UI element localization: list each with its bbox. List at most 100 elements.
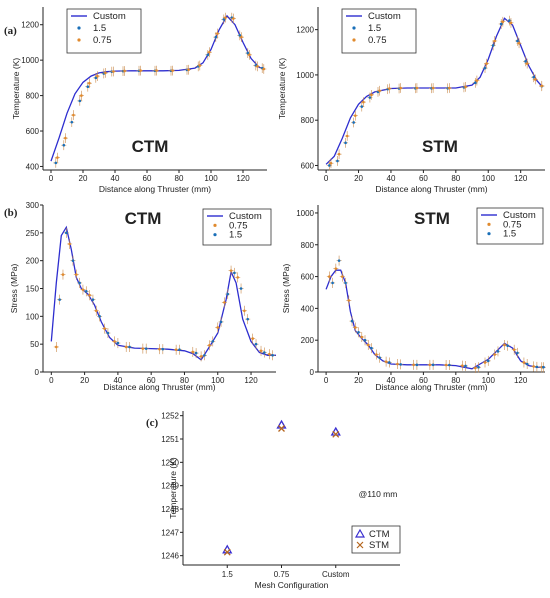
y-tick-label: 200 xyxy=(301,336,315,345)
data-point-mesh-0-75 xyxy=(240,35,243,39)
data-point-mesh-0-75 xyxy=(345,134,349,138)
legend-label: 0.75 xyxy=(368,35,387,46)
y-tick-label: 1248 xyxy=(161,505,179,514)
data-point-mesh-1-5 xyxy=(370,346,373,350)
data-point-mesh-0-75 xyxy=(448,86,451,90)
x-tick-label: 0 xyxy=(324,376,329,385)
data-point-mesh-1-5 xyxy=(246,51,250,55)
y-tick-label: 400 xyxy=(301,304,315,313)
data-point-mesh-1-5 xyxy=(71,259,75,262)
data-point-mesh-1-5 xyxy=(214,35,218,39)
data-point-mesh-0-75 xyxy=(485,62,488,65)
data-point-mesh-0-75 xyxy=(503,343,506,347)
data-point-mesh-0-75 xyxy=(525,62,529,65)
y-axis-label: Temperature (K) xyxy=(168,457,178,519)
y-tick-label: 1251 xyxy=(161,435,179,444)
x-tick-label: 100 xyxy=(482,174,496,183)
x-tick-label: 60 xyxy=(419,174,428,183)
y-axis-label: Temperature (K) xyxy=(11,58,21,120)
y-tick-label: 150 xyxy=(26,285,40,294)
data-point-mesh-0-75 xyxy=(475,79,479,82)
y-tick-label: 1000 xyxy=(21,56,39,65)
legend-swatch-mesh-1-5 xyxy=(213,233,217,237)
data-point-mesh-0-75 xyxy=(353,114,357,117)
chart-annotation: STM xyxy=(422,137,458,156)
data-point-mesh-1-5 xyxy=(415,363,419,367)
data-point-mesh-0-75 xyxy=(464,85,467,89)
data-point-mesh-0-75 xyxy=(68,242,71,246)
chart-annotation: @110 mm xyxy=(359,489,398,499)
x-tick-label: 20 xyxy=(80,376,89,385)
data-point-mesh-1-5 xyxy=(70,120,74,124)
data-point-mesh-1-5 xyxy=(464,364,467,368)
y-tick-label: 1200 xyxy=(21,21,39,30)
data-point-mesh-0-75 xyxy=(337,152,341,156)
data-point-mesh-1-5 xyxy=(161,347,165,351)
x-axis-label: Distance along Thruster (mm) xyxy=(99,184,211,194)
x-tick-label: 20 xyxy=(79,174,88,183)
data-point-mesh-0-75 xyxy=(461,364,464,367)
data-point-mesh-0-75 xyxy=(259,349,263,353)
data-point-mesh-0-75 xyxy=(483,361,487,364)
data-point-mesh-1-5 xyxy=(94,76,98,80)
data-point-mesh-0-75 xyxy=(104,71,107,75)
data-point-mesh-1-5 xyxy=(86,85,90,89)
data-point-mesh-1-5 xyxy=(491,44,495,47)
data-point-mesh-1-5 xyxy=(535,365,539,369)
y-tick-label: 300 xyxy=(26,201,40,210)
data-point-mesh-0-75 xyxy=(187,68,190,72)
y-tick-label: 1250 xyxy=(161,458,179,467)
data-point-mesh-0-75 xyxy=(94,309,98,313)
y-axis-label: Stress (MPa) xyxy=(281,264,291,314)
x-tick-label: 100 xyxy=(482,376,496,385)
legend-swatch-mesh-1-5 xyxy=(487,232,491,236)
data-point-mesh-1-5 xyxy=(477,365,480,369)
data-point-mesh-1-5 xyxy=(78,281,81,285)
data-point-mesh-0-75 xyxy=(375,353,378,356)
data-point-mesh-0-75 xyxy=(223,301,226,304)
data-point-mesh-1-5 xyxy=(178,348,181,352)
data-point-mesh-0-75 xyxy=(262,67,266,71)
data-point-mesh-0-75 xyxy=(236,276,240,279)
data-point-mesh-1-5 xyxy=(368,96,372,99)
x-tick-label: 60 xyxy=(419,376,428,385)
x-tick-label: 60 xyxy=(147,376,156,385)
data-point-mesh-1-5 xyxy=(483,66,487,70)
data-point-mesh-0-75 xyxy=(216,326,220,329)
y-tick-label: 1247 xyxy=(161,528,179,537)
legend-label: 1.5 xyxy=(229,230,242,241)
data-point-mesh-0-75 xyxy=(103,327,106,330)
data-point-mesh-0-75 xyxy=(473,366,477,370)
data-point-mesh-1-5 xyxy=(62,143,66,147)
data-point-mesh-1-5 xyxy=(271,354,274,357)
data-point-mesh-1-5 xyxy=(350,319,354,323)
x-tick-label: 0 xyxy=(324,174,329,183)
data-point-mesh-0-75 xyxy=(399,86,402,90)
chart-stress-stm: 0 200 400 600 800 1000 0 20 40 60 80 100 120 Distance… xyxy=(281,205,546,392)
data-point-mesh-1-5 xyxy=(254,342,258,346)
y-tick-label: 400 xyxy=(26,162,40,171)
y-tick-label: 1200 xyxy=(296,26,314,35)
data-point-mesh-0-75 xyxy=(251,337,254,340)
data-point-mesh-0-75 xyxy=(208,50,211,54)
data-point-mesh-0-75 xyxy=(56,156,59,159)
data-point-mesh-1-5 xyxy=(233,271,236,275)
data-point-mesh-0-75 xyxy=(329,161,333,165)
y-axis-label: Stress (MPa) xyxy=(9,264,19,314)
data-point-mesh-1-5 xyxy=(203,354,206,357)
data-point-mesh-0-75 xyxy=(61,273,65,276)
data-point-mesh-0-75 xyxy=(256,65,259,68)
y-tick-label: 600 xyxy=(301,161,315,170)
data-point-mesh-0-75 xyxy=(415,86,419,90)
x-tick-label: 80 xyxy=(180,376,189,385)
data-point-mesh-0-75 xyxy=(268,352,271,356)
data-point-mesh-1-5 xyxy=(58,298,61,301)
data-point-mesh-0-75 xyxy=(509,21,513,25)
legend-label: Custom xyxy=(368,11,401,22)
data-point-mesh-1-5 xyxy=(508,19,511,22)
data-point-mesh-0-75 xyxy=(74,273,78,276)
data-point-mesh-1-5 xyxy=(194,351,198,355)
series-line-custom xyxy=(50,14,265,162)
x-tick-label: 0 xyxy=(49,174,54,183)
data-point-mesh-1-5 xyxy=(206,53,210,57)
